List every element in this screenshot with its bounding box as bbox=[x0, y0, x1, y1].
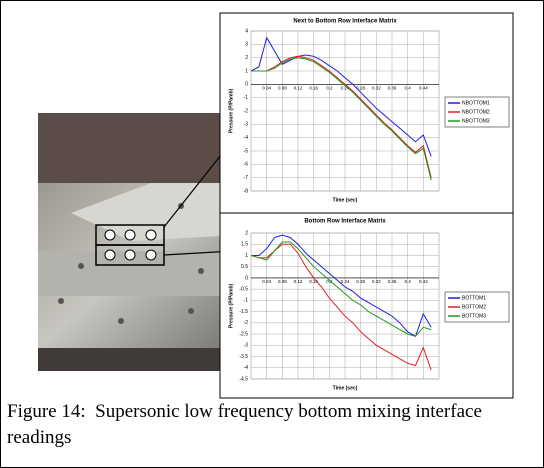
x-tick-label: 0.44 bbox=[419, 279, 428, 284]
x-tick-label: 0.12 bbox=[294, 86, 303, 91]
y-axis-label: Pressure (P/Pamb) bbox=[228, 283, 234, 328]
photo bbox=[38, 113, 237, 371]
figure: Next to Bottom Row Interface Matrix -8 -7 -… bbox=[38, 12, 514, 399]
series-line bbox=[250, 241, 432, 337]
y-tick-label: 1.5 bbox=[241, 242, 248, 248]
x-tick-label: 0.04 bbox=[262, 86, 271, 91]
chart-title: Bottom Row Interface Matrix bbox=[304, 219, 386, 225]
y-tick-label: -3.5 bbox=[239, 354, 248, 360]
x-tick-label: 0.2 bbox=[326, 279, 333, 284]
x-tick-label: 0.24 bbox=[341, 86, 350, 91]
x-tick-label: 0.08 bbox=[278, 279, 287, 284]
y-tick-label: -4 bbox=[244, 135, 249, 141]
y-tick-label: -1 bbox=[244, 95, 249, 101]
x-tick-label: 0.2 bbox=[326, 86, 333, 91]
y-tick-label: 1 bbox=[245, 68, 248, 74]
y-tick-label: 4 bbox=[245, 28, 248, 34]
y-axis-label: Pressure (P/Pamb) bbox=[228, 88, 234, 133]
x-tick-label: 0.16 bbox=[309, 279, 318, 284]
legend-label: NBOTTOM3 bbox=[462, 118, 490, 124]
chart-title: Next to Bottom Row Interface Matrix bbox=[293, 19, 397, 25]
x-tick-label: 0.24 bbox=[341, 279, 350, 284]
x-tick-label: 0.36 bbox=[388, 279, 397, 284]
legend-label: BOTTOM2 bbox=[462, 304, 486, 310]
x-tick-label: 0.04 bbox=[262, 279, 271, 284]
x-tick-label: 0.16 bbox=[309, 86, 318, 91]
x-tick-label: 0.44 bbox=[419, 86, 428, 91]
y-tick-label: -4 bbox=[244, 365, 249, 371]
y-tick-label: -7 bbox=[244, 175, 249, 181]
x-tick-label: 0.28 bbox=[356, 86, 365, 91]
x-tick-label: 0.4 bbox=[405, 279, 412, 284]
x-tick-label: 0.32 bbox=[372, 86, 381, 91]
series-line bbox=[251, 234, 432, 338]
y-tick-label: 1 bbox=[245, 253, 248, 259]
y-tick-label: 3 bbox=[245, 42, 248, 48]
x-tick-label: 0.12 bbox=[294, 279, 303, 284]
series-line bbox=[250, 243, 432, 371]
y-tick-label: -4.5 bbox=[239, 376, 248, 382]
series-line bbox=[251, 55, 432, 178]
y-tick-label: -2 bbox=[244, 320, 249, 326]
x-tick-label: 0.36 bbox=[388, 86, 397, 91]
y-tick-label: -0.5 bbox=[239, 286, 248, 292]
legend-label: NBOTTOM2 bbox=[462, 109, 490, 115]
caption: Figure 14: Supersonic low frequency bott… bbox=[7, 401, 487, 448]
y-tick-label: -6 bbox=[244, 162, 249, 168]
legend-label: NBOTTOM1 bbox=[462, 100, 490, 106]
x-axis-label: Time (sec) bbox=[333, 385, 358, 391]
series-line bbox=[251, 57, 432, 181]
legend-label: BOTTOM1 bbox=[462, 295, 486, 301]
y-tick-label: -3 bbox=[244, 122, 249, 128]
y-tick-label: -5 bbox=[244, 148, 249, 154]
y-tick-label: -1.5 bbox=[239, 309, 248, 315]
x-tick-label: 0.32 bbox=[372, 279, 381, 284]
y-tick-label: -3 bbox=[244, 343, 249, 349]
y-tick-label: -2 bbox=[244, 108, 249, 114]
y-tick-label: 0 bbox=[245, 275, 248, 281]
legend-label: BOTTOM3 bbox=[462, 313, 486, 319]
y-tick-label: 0.5 bbox=[241, 264, 248, 270]
x-axis-label: Time (sec) bbox=[333, 197, 358, 203]
y-tick-label: 2 bbox=[245, 230, 248, 236]
y-tick-label: 2 bbox=[245, 55, 248, 61]
y-tick-label: -8 bbox=[244, 188, 249, 194]
y-tick-label: 0 bbox=[245, 82, 248, 88]
y-tick-label: -1 bbox=[244, 298, 249, 304]
y-tick-label: -2.5 bbox=[239, 331, 248, 337]
x-tick-label: 0.08 bbox=[278, 86, 287, 91]
x-tick-label: 0.4 bbox=[405, 86, 412, 91]
x-tick-label: 0.28 bbox=[356, 279, 365, 284]
